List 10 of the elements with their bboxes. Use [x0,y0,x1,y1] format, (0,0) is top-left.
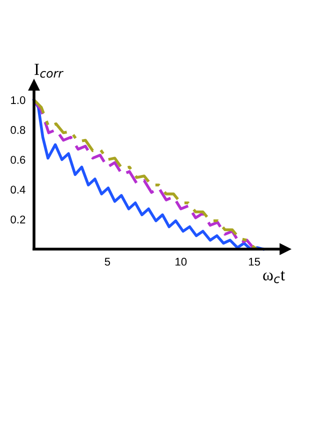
y-tick-label: 0.8 [10,126,26,134]
x-axis-title: ω$_{c}$t [263,270,286,284]
x-tick-label: 5 [104,258,110,266]
y-tick-label: 1.0 [11,96,26,104]
y-axis-title: I$_{corr}$ [34,64,64,78]
x-tick-label: 10 [176,258,187,266]
y-tick-label: 0.4 [10,186,26,194]
y-tick-label: 0.6 [10,156,26,164]
x-tick-label: 15 [248,258,260,266]
y-tick-label: 0.2 [10,216,26,224]
